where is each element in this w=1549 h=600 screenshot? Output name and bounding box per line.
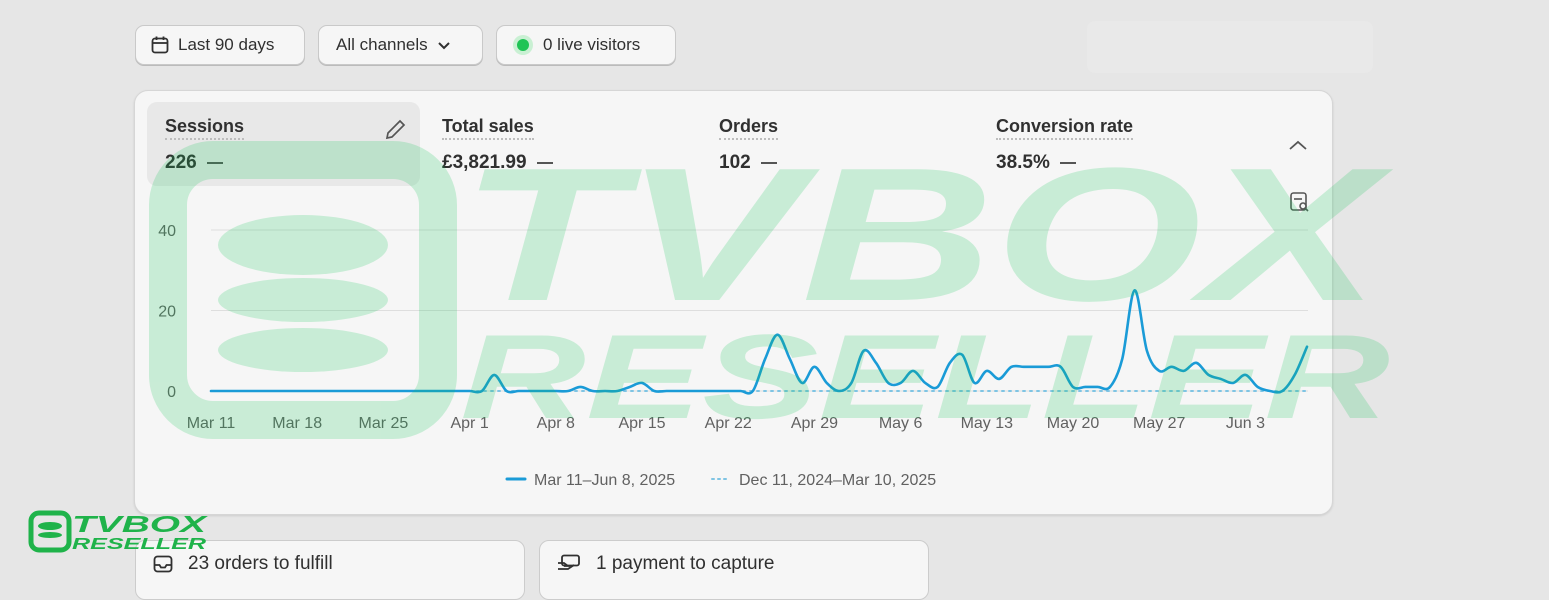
legend-label: Dec 11, 2024–Mar 10, 2025 [739, 472, 936, 489]
x-tick-label: Apr 29 [791, 415, 838, 432]
page: Dashboard {"toolbar": {"date_range": "La… [0, 0, 1549, 586]
series-line [209, 289, 1309, 395]
watermark-text: RESELLER [460, 310, 1390, 444]
x-tick-label: May 27 [1133, 415, 1186, 432]
watermark-logo [218, 278, 388, 322]
x-tick-label: Mar 11 [187, 415, 236, 432]
insights-icon[interactable] [1290, 192, 1309, 212]
watermark-logo [149, 141, 457, 439]
task-label: 23 orders to fulfill [188, 553, 333, 574]
watermark-logo [218, 328, 388, 372]
metric-value: £3,821.99 [442, 152, 553, 174]
placeholder [1087, 21, 1373, 73]
live-dot [513, 35, 533, 55]
metric[interactable]: Orders 102 [719, 116, 779, 174]
logo-icon [38, 522, 62, 530]
watermark-logo [218, 215, 388, 275]
x-tick-label: Apr 1 [450, 415, 488, 432]
legend-label: Mar 11–Jun 8, 2025 [534, 472, 675, 489]
metric-value: 226 [165, 152, 244, 174]
date-range-label: Last 90 days [178, 35, 275, 54]
x-tick-label: Mar 25 [359, 415, 409, 432]
x-tick-label: Jun 3 [1226, 415, 1265, 432]
metric[interactable]: Conversion rate 38.5% [996, 116, 1134, 174]
live-visitors-label: 0 live visitors [543, 35, 641, 54]
x-tick-label: Apr 15 [618, 415, 665, 432]
collapse-chevron[interactable] [1289, 140, 1307, 150]
chevron-down [437, 42, 450, 50]
x-tick-label: Apr 8 [537, 415, 575, 432]
plot: 0 20 40 Mar 11 Mar 18 Mar 25 Apr 1 Apr 8 Apr 15 A… [158, 223, 1309, 489]
edit-icon[interactable] [385, 119, 406, 140]
y-tick-label: 40 [158, 223, 176, 240]
payment-icon [558, 554, 580, 570]
x-tick-label: May 6 [879, 415, 923, 432]
calendar-icon [151, 36, 169, 54]
metric-label: Sessions [165, 116, 245, 140]
y-tick-label: 0 [167, 384, 176, 401]
logo-text: RESELLER [72, 536, 207, 553]
logo-icon [28, 510, 72, 553]
y-tick-label: 20 [158, 304, 176, 321]
x-tick-label: Apr 22 [705, 415, 752, 432]
logo-icon [38, 532, 62, 538]
live-visitors-button[interactable]: 0 live visitors [496, 25, 676, 65]
dashboard: Last 90 days All channels 0 live visitor… [0, 0, 1549, 586]
metric-value: 38.5% [996, 152, 1133, 174]
metric-label: Conversion rate [996, 116, 1134, 140]
logo-text: TVBOX [72, 511, 209, 537]
metric-value: 102 [719, 152, 778, 174]
chart-layer: 0 20 40 Mar 11 Mar 18 Mar 25 Apr 1 Apr 8 Apr 15 A… [28, 119, 1394, 553]
metric[interactable]: Sessions 226 [165, 116, 245, 174]
metric-label: Total sales [442, 116, 534, 140]
x-tick-label: Mar 18 [272, 415, 322, 432]
watermark-text: TVBOX [460, 129, 1394, 341]
metric-label: Orders [719, 116, 779, 140]
x-tick-label: May 13 [961, 415, 1014, 432]
metric[interactable]: Total sales £3,821.99 [442, 116, 553, 174]
date-range-button[interactable]: Last 90 days [135, 25, 305, 65]
task-label: 1 payment to capture [596, 553, 775, 574]
channels-label: All channels [336, 35, 428, 54]
watermark: TVBOX RESELLER [149, 129, 1394, 444]
inbox-icon [153, 555, 173, 573]
x-tick-label: May 20 [1047, 415, 1100, 432]
channels-button[interactable]: All channels [318, 25, 483, 65]
corner-logo: TVBOX RESELLER [28, 510, 209, 553]
